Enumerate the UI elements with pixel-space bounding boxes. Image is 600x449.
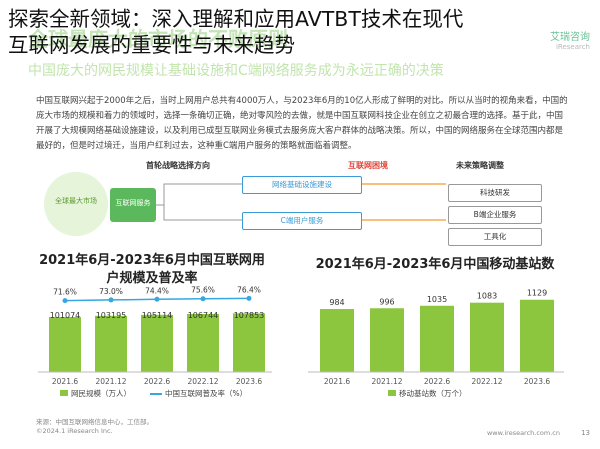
right-item-tools: 工具化 (448, 228, 542, 246)
stations-bar-3 (470, 302, 504, 372)
report-paragraph: 中国互联网兴起于2000年之后，当时上网用户总共有4000万人，与2023年6月… (36, 96, 568, 151)
diagram-right-header: 未来策略调整 (456, 161, 504, 170)
stations-bar-label-3: 1083 (477, 292, 497, 301)
chart-users-legend-line: 中国互联网普及率（%） (150, 388, 247, 399)
rate-point-4 (246, 295, 252, 301)
legend-line-swatch (150, 393, 162, 395)
chart-stations-legend: 移动基站数（万个） (388, 388, 467, 399)
rate-label-0: 71.6% (53, 288, 77, 297)
rate-label-2: 74.4% (145, 286, 169, 295)
users-bar-label-3: 106744 (188, 311, 219, 320)
report-bg-title: 全球最庞大的市场的不败原则 (28, 27, 288, 51)
page-number: 13 (581, 429, 590, 437)
stations-bar-1 (370, 308, 404, 372)
footer-copyright: ©2024.1 iResearch Inc. (36, 427, 113, 435)
legend-bar-label: 网民规模（万人） (71, 389, 131, 398)
chart-users-title: 2021年6月-2023年6月中国互联网用户规模及普及率 (39, 253, 265, 286)
right-item-rnd: 科技研发 (448, 184, 542, 202)
diagram-connectors (156, 183, 446, 221)
legend-swatch-green-2 (388, 390, 396, 396)
users-bar-label-1: 103195 (96, 311, 127, 320)
chart-users-legend-bar: 网民规模（万人） (60, 388, 131, 399)
stations-bar-0 (320, 309, 354, 372)
branch-infrastructure: 网络基础设施建设 (242, 176, 362, 194)
logo-text: 艾瑞咨询 (550, 32, 590, 43)
rate-point-2 (154, 296, 160, 302)
legend-swatch-green (60, 390, 68, 396)
stations-bar-label-4: 1129 (527, 289, 547, 298)
connector-bottom (163, 205, 242, 221)
users-bar-4 (233, 313, 265, 372)
rate-label-4: 76.4% (237, 285, 261, 294)
chart-stations-title: 2021年6月-2023年6月中国移动基站数 (315, 257, 555, 272)
users-x-tick-4: 2023.6 (236, 377, 262, 386)
connector-top (156, 183, 242, 206)
rate-point-3 (200, 296, 206, 302)
stations-x-tick-1: 2021.12 (371, 377, 402, 386)
hub-box (110, 188, 156, 222)
overlay-title-line-2: 互联网发展的重要性与未来趋势 (8, 33, 295, 57)
stations-bar-2 (420, 305, 454, 372)
logo-subtext: iResearch (555, 43, 590, 51)
stations-x-tick-0: 2021.6 (324, 377, 350, 386)
right-item-b2b: B端企业服务 (448, 206, 542, 224)
stations-x-tick-2: 2022.6 (424, 377, 450, 386)
chart-users: 101074 2021.6 103195 2021.12 105114 2022.6 106… (38, 285, 272, 386)
rate-label-1: 73.0% (99, 287, 123, 296)
overlay-title-line-1: 探索全新领域：深入理解和应用AVTBT技术在现代 (8, 7, 464, 31)
diagram-middle-header: 互联网困境 (348, 161, 388, 170)
users-x-tick-1: 2021.12 (95, 377, 126, 386)
stations-bar-label-0: 984 (329, 298, 344, 307)
footer-site: www.iresearch.com.cn (486, 429, 560, 437)
stations-x-tick-4: 2023.6 (524, 377, 550, 386)
users-bar-1 (95, 315, 127, 372)
market-circle-label: 全球最大市场 (55, 197, 97, 205)
users-x-tick-2: 2022.6 (144, 377, 170, 386)
hub-label: 互联网服务 (115, 199, 151, 207)
users-bar-3 (187, 313, 219, 372)
iresearch-logo: 艾瑞咨询 iResearch (550, 28, 590, 51)
diagram-left-header: 首轮战略选择方向 (146, 161, 210, 170)
legend-line-label: 中国互联网普及率（%） (165, 389, 248, 398)
users-bar-label-4: 107853 (234, 311, 265, 320)
users-bar-label-0: 101074 (50, 311, 81, 320)
stations-bar-label-1: 996 (379, 297, 394, 306)
users-bar-0 (49, 317, 81, 372)
stations-bar-4 (520, 299, 554, 372)
footer-source: 来源：中国互联网络信息中心，工信部。 (36, 418, 153, 426)
users-x-tick-0: 2021.6 (52, 377, 78, 386)
report-bg-subtitle: 中国庞大的网民规模让基础设施和C端网络服务成为永远正确的决策 (28, 63, 444, 79)
market-circle (44, 172, 108, 236)
users-x-tick-3: 2022.12 (187, 377, 218, 386)
rate-point-0 (62, 298, 68, 304)
branch-c-end: C端用户服务 (242, 212, 362, 230)
footer: 来源：中国互联网络信息中心，工信部。 ©2024.1 iResearch Inc… (36, 418, 153, 436)
rate-label-3: 75.6% (191, 286, 215, 295)
users-bar-2 (141, 314, 173, 372)
stations-bar-label-2: 1035 (427, 295, 447, 304)
rate-point-1 (108, 297, 114, 303)
stations-x-tick-3: 2022.12 (471, 377, 502, 386)
users-bar-label-2: 105114 (142, 311, 173, 320)
overlay-title: 探索全新领域：深入理解和应用AVTBT技术在现代 互联网发展的重要性与未来趋势 (8, 6, 594, 58)
chart-stations: 984 2021.6 996 2021.12 1035 2022.6 1083 2022.12… (308, 289, 564, 386)
legend-stations-label: 移动基站数（万个） (399, 389, 467, 398)
strategy-diagram: 首轮战略选择方向 互联网困境 未来策略调整 全球最大市场 互联网服务 网络基础设… (36, 160, 568, 252)
